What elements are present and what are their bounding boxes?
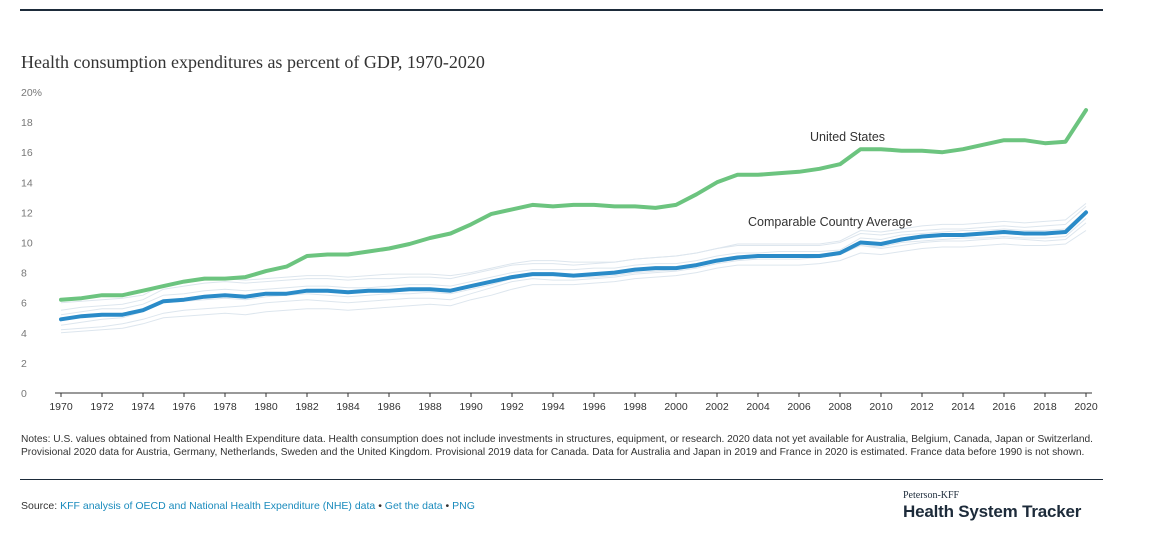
x-tick-label: 1982 xyxy=(295,401,319,413)
x-tick-label: 1992 xyxy=(500,401,524,413)
x-tick-label: 1986 xyxy=(377,401,401,413)
x-tick-label: 2012 xyxy=(910,401,934,413)
y-tick-label: 2 xyxy=(21,358,27,370)
y-tick-label: 10 xyxy=(21,238,33,250)
country-line xyxy=(60,206,1087,304)
x-tick-label: 1994 xyxy=(541,401,565,413)
source-label: Source: xyxy=(21,500,58,512)
x-tick-label: 2008 xyxy=(828,401,852,413)
y-tick-label: 18 xyxy=(21,117,33,129)
source-line: Source: KFF analysis of OECD and Nationa… xyxy=(21,500,475,512)
us-series-label: United States xyxy=(810,130,885,144)
country-line xyxy=(60,210,1087,316)
line-chart: 0 2 4 6 8 10 12 14 16 18 20% 1970 1972 1974 1976 1978 19… xyxy=(21,87,1098,413)
x-tick-label: 1996 xyxy=(582,401,606,413)
separator: • xyxy=(378,500,382,512)
us-series-line xyxy=(59,108,1088,302)
comparable-average-line xyxy=(59,210,1088,322)
x-tick-label: 2020 xyxy=(1074,401,1098,413)
x-tick-label: 1990 xyxy=(459,401,483,413)
country-line xyxy=(60,230,1087,334)
y-tick-label: 0 xyxy=(21,388,27,400)
chart-title: Health consumption expenditures as perce… xyxy=(21,52,485,72)
get-the-data-link[interactable]: Get the data xyxy=(384,500,443,512)
x-tick-label: 1988 xyxy=(418,401,442,413)
x-tick-label: 1974 xyxy=(131,401,155,413)
y-tick-label: 20% xyxy=(21,87,42,99)
x-tick-label: 2004 xyxy=(746,401,770,413)
brand-big-text: Health System Tracker xyxy=(903,502,1082,521)
y-tick-label: 8 xyxy=(21,268,27,280)
country-line xyxy=(60,222,1087,331)
x-tick-label: 2016 xyxy=(992,401,1016,413)
source-data-link[interactable]: KFF analysis of OECD and National Health… xyxy=(60,500,376,512)
comparable-average-label: Comparable Country Average xyxy=(748,215,912,229)
x-tick-label: 1978 xyxy=(213,401,237,413)
chart-notes: Notes: U.S. values obtained from Nationa… xyxy=(21,434,1093,458)
x-tick-label: 1980 xyxy=(254,401,278,413)
y-tick-label: 6 xyxy=(21,298,27,310)
x-tick-label: 2000 xyxy=(664,401,688,413)
y-tick-label: 4 xyxy=(21,328,27,340)
x-tick-label: 2010 xyxy=(869,401,893,413)
x-tick-label: 2014 xyxy=(951,401,975,413)
x-tick-label: 1972 xyxy=(90,401,114,413)
x-tick-label: 2002 xyxy=(705,401,729,413)
x-tick-label: 2006 xyxy=(787,401,811,413)
y-tick-label: 12 xyxy=(21,207,33,219)
top-rule xyxy=(20,9,1103,11)
brand-small-text: Peterson-KFF xyxy=(903,490,960,501)
x-tick-label: 1998 xyxy=(623,401,647,413)
x-tick-label: 2018 xyxy=(1033,401,1057,413)
country-line xyxy=(60,203,1087,311)
footer-rule xyxy=(20,479,1103,480)
brand-logo[interactable]: Peterson-KFF Health System Tracker xyxy=(903,490,1081,522)
x-tick-label: 1984 xyxy=(336,401,360,413)
y-tick-label: 16 xyxy=(21,147,33,159)
y-tick-label: 14 xyxy=(21,177,33,189)
x-tick-label: 1976 xyxy=(172,401,196,413)
png-link[interactable]: PNG xyxy=(452,500,475,512)
separator: • xyxy=(445,500,450,512)
x-tick-label: 1970 xyxy=(49,401,73,413)
